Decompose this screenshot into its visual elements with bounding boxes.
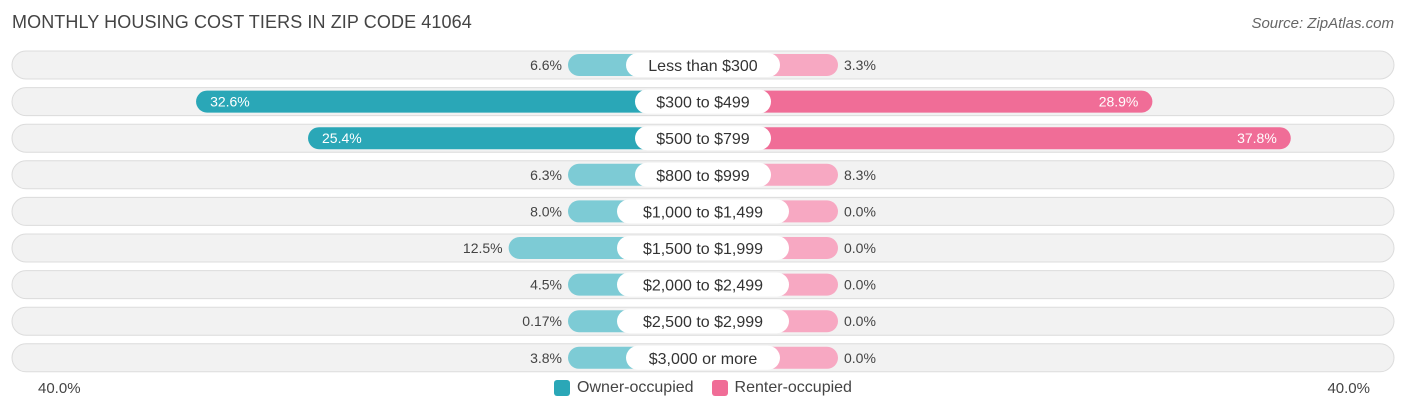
- category-pill: [617, 236, 789, 260]
- bar-renter: [703, 127, 1291, 150]
- value-label-renter: 0.0%: [844, 277, 876, 293]
- value-label-renter: 8.3%: [844, 167, 876, 183]
- value-label-owner: 6.6%: [530, 57, 562, 73]
- value-label-owner: 3.8%: [530, 350, 562, 366]
- value-label-owner: 25.4%: [322, 130, 362, 146]
- bar-owner: [308, 127, 703, 150]
- value-label-renter: 3.3%: [844, 57, 876, 73]
- category-pill: [617, 272, 789, 297]
- legend-swatch-renter: [711, 380, 728, 396]
- category-label: Less than $300: [648, 58, 758, 75]
- category-pill: [635, 89, 771, 114]
- category-label: $1,500 to $1,999: [643, 241, 763, 258]
- legend-label-renter: Renter-occupied: [734, 379, 852, 396]
- legend-label-owner: Owner-occupied: [577, 379, 694, 396]
- category-label: $3,000 or more: [649, 351, 758, 368]
- category-label: $2,500 to $2,999: [643, 314, 763, 331]
- chart-source: Source: ZipAtlas.com: [1251, 15, 1394, 32]
- value-label-owner: 4.5%: [530, 277, 562, 293]
- category-pill: [626, 345, 780, 370]
- bar-owner: [196, 90, 703, 113]
- value-label-owner: 12.5%: [463, 240, 503, 256]
- category-pill: [635, 126, 771, 151]
- category-pill: [617, 309, 789, 334]
- category-label: $300 to $499: [656, 95, 750, 112]
- chart-title: MONTHLY HOUSING COST TIERS IN ZIP CODE 4…: [12, 12, 472, 32]
- value-label-owner: 8.0%: [530, 203, 562, 219]
- bar-renter: [703, 90, 1153, 113]
- legend-item-renter: Renter-occupied: [711, 379, 852, 397]
- category-label: $1,000 to $1,499: [643, 204, 763, 221]
- category-pill: [617, 199, 789, 224]
- legend-item-owner: Owner-occupied: [554, 379, 694, 397]
- legend: Owner-occupied Renter-occupied: [0, 379, 1406, 397]
- value-label-owner: 0.17%: [522, 313, 562, 329]
- value-label-renter: 37.8%: [1237, 130, 1277, 146]
- value-label-renter: 0.0%: [844, 313, 876, 329]
- category-pill: [635, 162, 771, 187]
- legend-swatch-owner: [554, 380, 571, 396]
- value-label-renter: 0.0%: [844, 350, 876, 366]
- value-label-owner: 32.6%: [210, 94, 250, 110]
- value-label-renter: 0.0%: [844, 240, 876, 256]
- category-label: $800 to $999: [656, 168, 750, 185]
- axis-left-label: 40.0%: [38, 380, 81, 397]
- category-pill: [626, 53, 780, 77]
- axis-right-label: 40.0%: [1327, 380, 1370, 397]
- category-label: $2,000 to $2,499: [643, 278, 763, 295]
- value-label-owner: 6.3%: [530, 167, 562, 183]
- value-label-renter: 0.0%: [844, 203, 876, 219]
- value-label-renter: 28.9%: [1099, 94, 1139, 110]
- category-label: $500 to $799: [656, 131, 750, 148]
